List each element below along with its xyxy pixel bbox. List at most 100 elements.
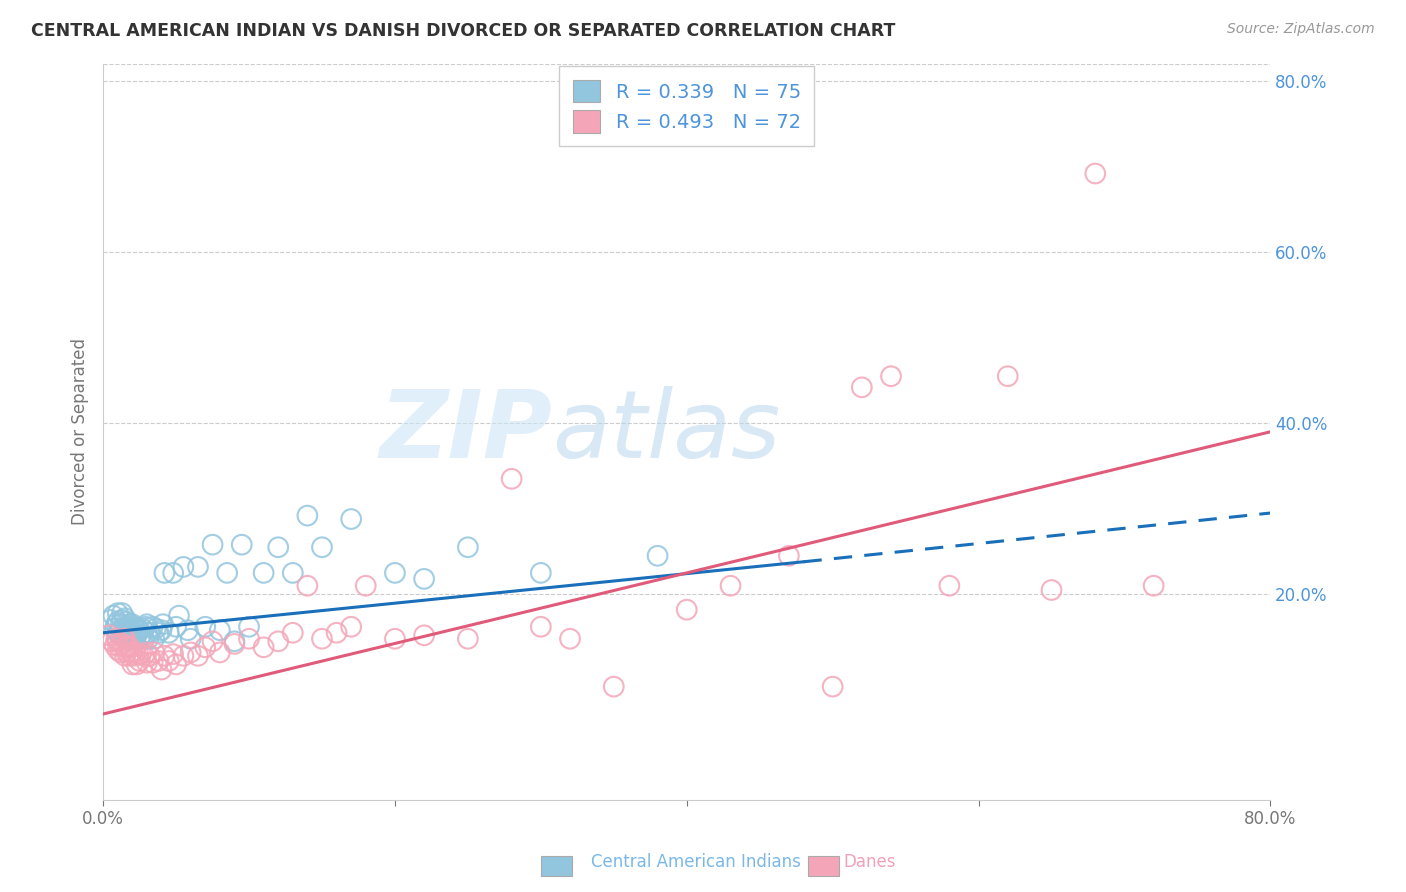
Point: [675, 602, 697, 616]
Point: [172, 648, 194, 663]
Point: [132, 648, 155, 663]
Point: [122, 648, 145, 663]
Point: [238, 632, 260, 646]
Point: [110, 623, 132, 637]
Legend: R = 0.339   N = 75, R = 0.493   N = 72: R = 0.339 N = 75, R = 0.493 N = 72: [560, 66, 814, 146]
Point: [135, 625, 157, 640]
Text: atlas: atlas: [553, 386, 780, 477]
Point: [125, 657, 148, 672]
Point: [501, 472, 523, 486]
Point: [107, 615, 129, 629]
Point: [121, 645, 143, 659]
Point: [201, 634, 224, 648]
Text: Danes: Danes: [844, 854, 896, 871]
Point: [101, 634, 124, 648]
Point: [153, 566, 176, 580]
Point: [530, 566, 553, 580]
Point: [100, 613, 122, 627]
Point: [118, 640, 141, 655]
Point: [152, 617, 174, 632]
Point: [311, 632, 333, 646]
Point: [122, 620, 145, 634]
Point: [162, 566, 184, 580]
Point: [117, 639, 139, 653]
Point: [457, 541, 479, 555]
Point: [778, 549, 800, 563]
Point: [167, 608, 190, 623]
Point: [325, 625, 347, 640]
Point: [148, 625, 170, 640]
Point: [139, 625, 162, 640]
Point: [114, 640, 136, 655]
Point: [131, 622, 153, 636]
Point: [128, 623, 150, 637]
Point: [112, 625, 135, 640]
Point: [135, 645, 157, 659]
Point: [311, 541, 333, 555]
Point: [110, 617, 132, 632]
Point: [121, 617, 143, 632]
Point: [114, 620, 136, 634]
Point: [104, 639, 127, 653]
Point: [121, 623, 143, 637]
Point: [180, 632, 202, 646]
Point: [997, 369, 1019, 384]
Point: [530, 620, 553, 634]
Point: [194, 620, 217, 634]
Point: [117, 625, 139, 640]
Point: [108, 639, 131, 653]
Text: ZIP: ZIP: [380, 386, 553, 478]
Point: [112, 632, 135, 646]
Point: [851, 380, 873, 394]
Point: [187, 560, 209, 574]
Text: CENTRAL AMERICAN INDIAN VS DANISH DIVORCED OR SEPARATED CORRELATION CHART: CENTRAL AMERICAN INDIAN VS DANISH DIVORC…: [31, 22, 896, 40]
Point: [224, 637, 246, 651]
Point: [121, 657, 143, 672]
Point: [150, 663, 173, 677]
Point: [157, 654, 180, 668]
Point: [143, 632, 166, 646]
Point: [145, 622, 167, 636]
Point: [115, 645, 138, 659]
Point: [129, 647, 152, 661]
Point: [201, 538, 224, 552]
Point: [880, 369, 903, 384]
Point: [118, 630, 141, 644]
Point: [224, 634, 246, 648]
Point: [384, 632, 406, 646]
Point: [297, 508, 319, 523]
Point: [114, 632, 136, 646]
Point: [111, 637, 134, 651]
Point: [120, 645, 142, 659]
Point: [938, 579, 960, 593]
Point: [114, 648, 136, 663]
Point: [150, 623, 173, 637]
Point: [107, 625, 129, 640]
Point: [143, 645, 166, 659]
Point: [252, 566, 274, 580]
Point: [111, 606, 134, 620]
Point: [354, 579, 377, 593]
Point: [98, 628, 121, 642]
Point: [107, 606, 129, 620]
Point: [124, 623, 146, 637]
Point: [135, 617, 157, 632]
Point: [138, 632, 160, 646]
Point: [217, 566, 239, 580]
Point: [115, 615, 138, 629]
Point: [194, 640, 217, 655]
Point: [647, 549, 669, 563]
Point: [115, 623, 138, 637]
Point: [114, 630, 136, 644]
Point: [142, 656, 165, 670]
Point: [118, 617, 141, 632]
Point: [177, 623, 200, 637]
Point: [128, 632, 150, 646]
Point: [107, 643, 129, 657]
Point: [105, 632, 128, 646]
Point: [267, 634, 290, 648]
Point: [118, 623, 141, 637]
Point: [165, 620, 187, 634]
Point: [603, 680, 626, 694]
Point: [142, 620, 165, 634]
